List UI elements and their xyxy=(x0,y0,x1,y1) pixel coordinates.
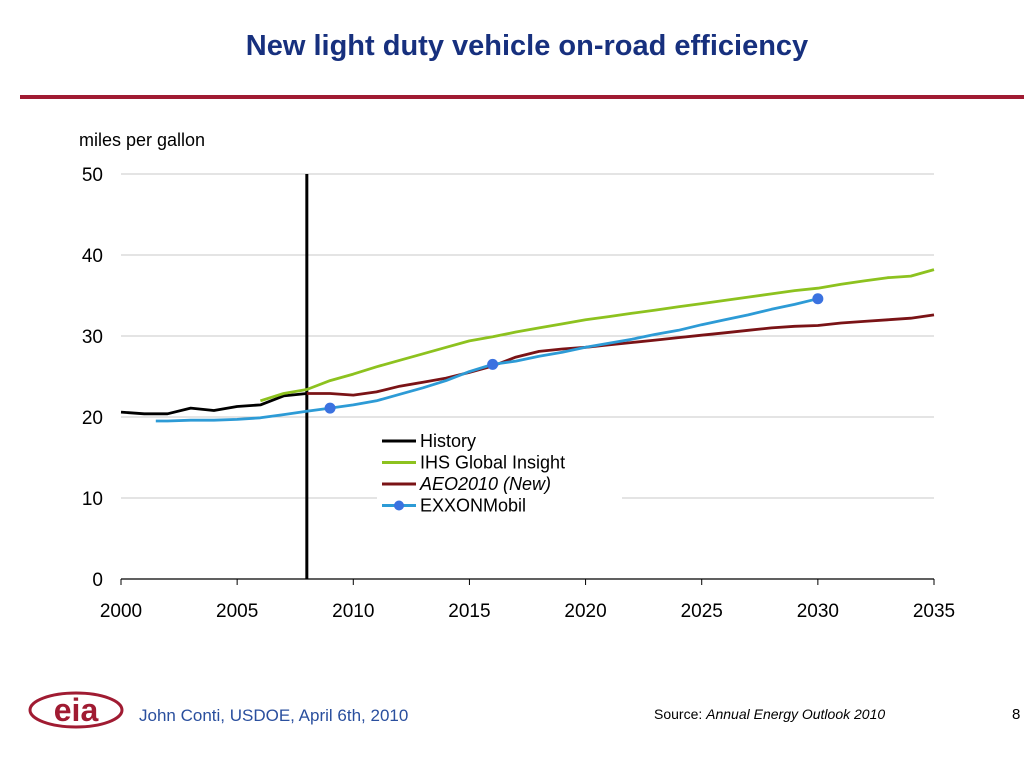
y-tick-label: 10 xyxy=(82,489,103,510)
eia-logo: eia xyxy=(28,691,124,729)
source-title: Annual Energy Outlook 2010 xyxy=(706,706,886,722)
series-line-aeo2010-new- xyxy=(306,313,935,397)
legend-label: AEO2010 (New) xyxy=(419,474,551,494)
legend-label: History xyxy=(420,431,476,451)
legend-label: IHS Global Insight xyxy=(420,453,565,473)
slide-title: New light duty vehicle on-road efficienc… xyxy=(245,30,809,62)
x-tick-label: 2030 xyxy=(797,601,839,622)
data-point-marker xyxy=(812,293,824,305)
logo-text: eia xyxy=(54,692,99,728)
legend-marker xyxy=(394,500,404,511)
source-prefix: Source: xyxy=(654,706,707,722)
y-tick-label: 50 xyxy=(82,165,103,186)
footer-source: Source: Annual Energy Outlook 2010 xyxy=(654,706,885,722)
x-tick-label: 2005 xyxy=(216,601,258,622)
legend-label: EXXONMobil xyxy=(420,496,526,516)
page-number: 8 xyxy=(1012,706,1021,723)
x-tick-label: 2000 xyxy=(100,601,142,622)
y-tick-label: 20 xyxy=(82,408,103,429)
x-tick-label: 2025 xyxy=(681,601,723,622)
legend-background xyxy=(377,428,622,520)
x-tick-label: 2020 xyxy=(564,601,606,622)
series-lines xyxy=(120,268,935,423)
footer-author: John Conti, USDOE, April 6th, 2010 xyxy=(139,706,409,725)
data-point-marker xyxy=(487,358,499,370)
title-divider-rule xyxy=(20,95,1024,99)
x-tick-label: 2015 xyxy=(448,601,490,622)
series-line-history xyxy=(120,392,307,416)
logo-ellipse xyxy=(28,691,124,729)
x-tick-label: 2010 xyxy=(332,601,374,622)
y-axis-title: miles per gallon xyxy=(79,130,205,150)
y-tick-label: 40 xyxy=(82,246,103,267)
y-tick-label: 0 xyxy=(92,570,103,591)
data-point-marker xyxy=(324,402,336,414)
series-line-exxonmobil xyxy=(155,296,823,423)
series-line-ihs-global-insight xyxy=(259,268,935,403)
x-tick-label: 2035 xyxy=(913,601,955,622)
y-tick-label: 30 xyxy=(82,327,103,348)
